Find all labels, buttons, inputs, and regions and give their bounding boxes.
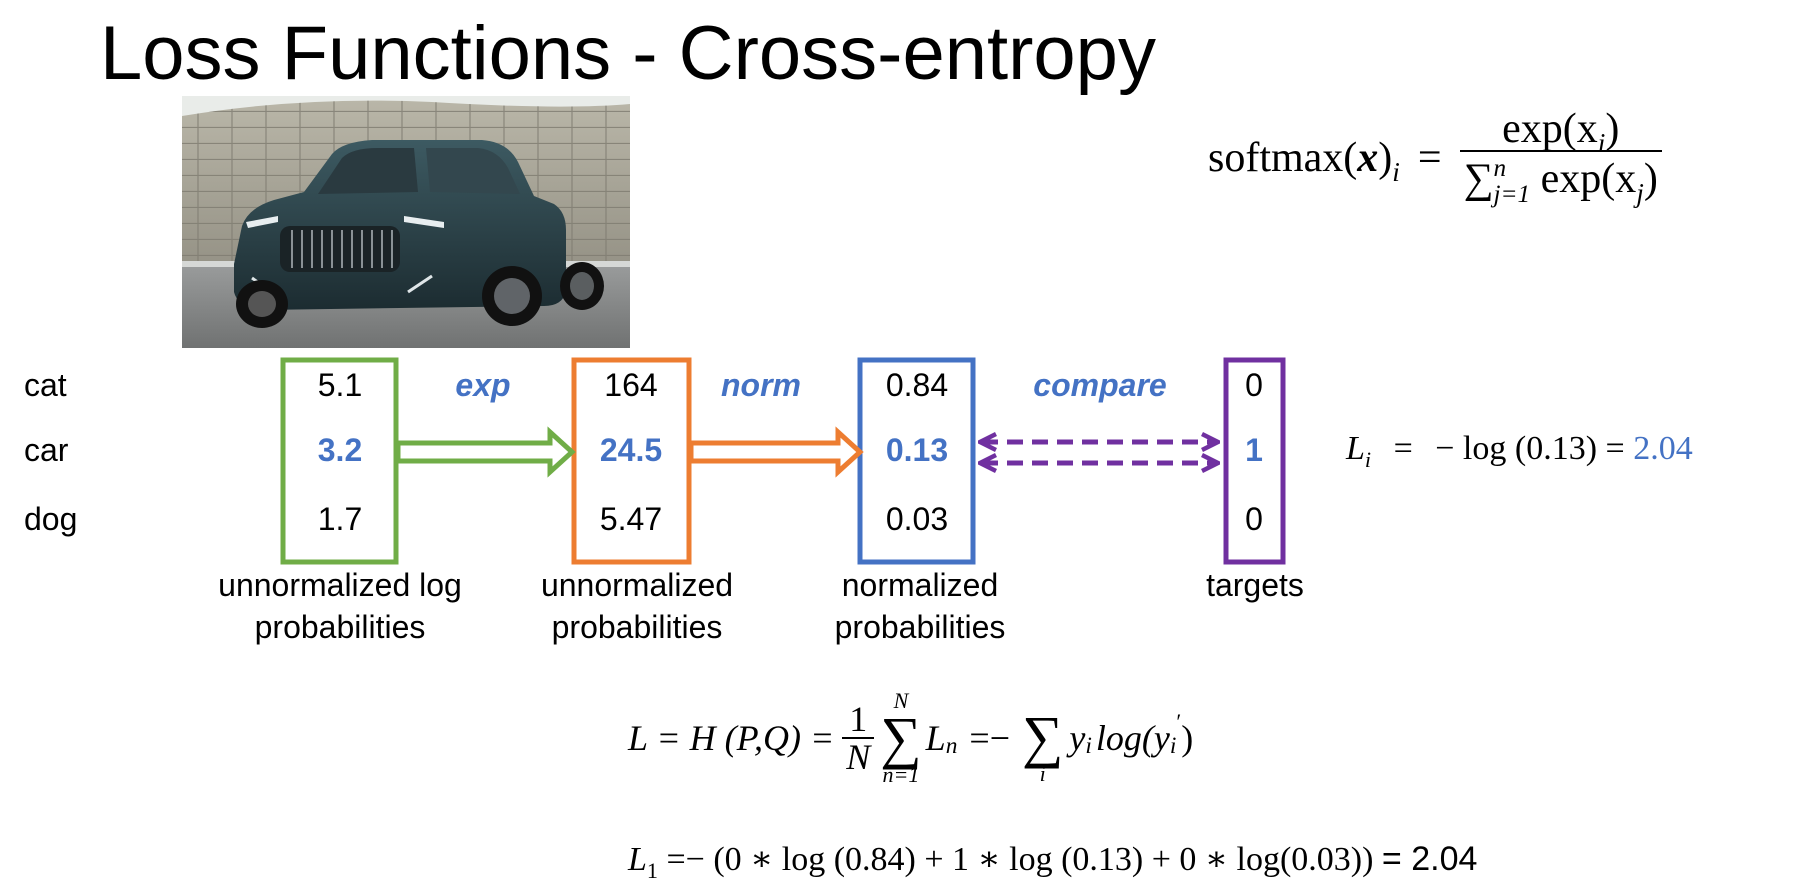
logit-dog: 1.7 <box>317 501 363 537</box>
slide-title: Loss Functions - Cross-entropy <box>100 11 1156 96</box>
exp-cat: 164 <box>604 367 658 403</box>
norm-arrow <box>688 426 864 478</box>
target-cat: 0 <box>1245 367 1263 403</box>
li-formula: Li = − log (0.13) = 2.04 <box>1346 430 1693 472</box>
target-dog: 0 <box>1245 501 1263 537</box>
sum-i: ∑ i <box>1022 704 1064 787</box>
caption-exps: unnormalized probabilities <box>540 567 734 645</box>
prob-dog: 0.03 <box>885 501 949 537</box>
targets-box <box>1223 357 1286 565</box>
probs-box <box>857 357 976 565</box>
logit-car: 3.2 <box>317 432 363 468</box>
prob-car: 0.13 <box>885 432 949 468</box>
exp-car: 24.5 <box>599 432 663 468</box>
target-car: 1 <box>1245 432 1263 468</box>
l1-formula: L1 =− (0 ∗ log (0.84) + 1 ∗ log (0.13) +… <box>628 840 1478 883</box>
sum-n: N ∑ n=1 <box>880 688 922 788</box>
norm-label: norm <box>721 367 801 403</box>
car-photo <box>182 96 630 348</box>
exp-label: exp <box>455 367 511 403</box>
row-label-cat: cat <box>24 367 67 403</box>
row-label-car: car <box>24 432 69 468</box>
caption-logits: unnormalized log probabilities <box>218 567 462 645</box>
softmax-formula: softmax(x)i = exp(xi) ∑ n j=1 exp(xj) <box>1208 108 1662 209</box>
softmax-lhs: softmax(x)i <box>1208 135 1400 187</box>
exp-arrow <box>395 426 576 478</box>
caption-targets: targets <box>1206 567 1304 603</box>
prob-cat: 0.84 <box>885 367 949 403</box>
logit-cat: 5.1 <box>317 367 363 403</box>
row-label-dog: dog <box>24 501 78 537</box>
compare-arrow <box>982 442 1216 463</box>
compare-label: compare <box>1033 367 1167 403</box>
caption-probs: normalized probabilities <box>834 567 1006 645</box>
exp-dog: 5.47 <box>599 501 663 537</box>
softmax-fraction: exp(xi) ∑ n j=1 exp(xj) <box>1459 108 1662 209</box>
